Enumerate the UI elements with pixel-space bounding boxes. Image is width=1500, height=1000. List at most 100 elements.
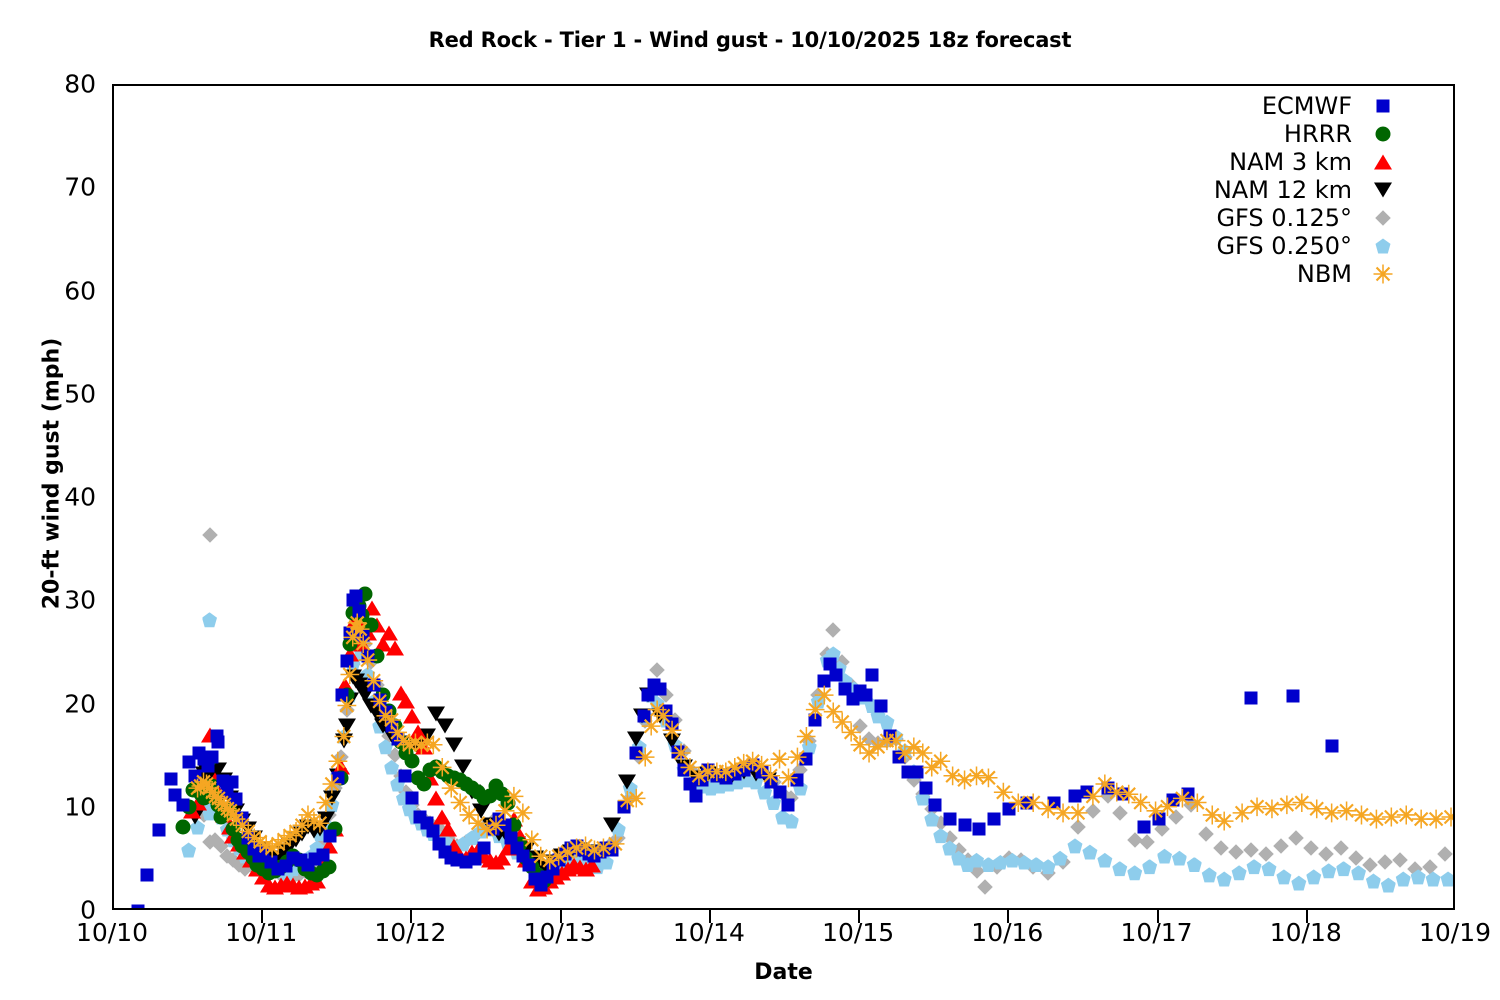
data-point: [405, 733, 425, 753]
data-point: [468, 813, 488, 833]
y-tick-label: 70: [64, 172, 96, 202]
legend-label: NBM: [1296, 260, 1352, 288]
data-point: [1119, 784, 1139, 804]
data-point: [1068, 803, 1088, 823]
data-point: [671, 743, 691, 763]
legend-item-nam-3-km[interactable]: NAM 3 km: [1150, 148, 1400, 176]
data-point: [1247, 797, 1267, 817]
data-point: [334, 726, 354, 746]
data-point: [504, 786, 524, 806]
data-point: [250, 832, 270, 852]
data-point: [904, 737, 924, 757]
x-tick-mark: [708, 910, 711, 923]
data-point: [417, 733, 437, 753]
data-point: [895, 743, 915, 763]
x-tick-mark: [1007, 910, 1010, 923]
x-tick-mark: [410, 910, 413, 923]
x-tick-mark: [1305, 910, 1308, 923]
data-point: [617, 790, 637, 810]
data-point: [316, 793, 336, 813]
data-point: [540, 850, 560, 870]
data-point: [1337, 801, 1357, 821]
data-point: [698, 762, 718, 782]
data-point: [411, 735, 431, 755]
data-point: [955, 770, 975, 790]
data-point: [274, 830, 294, 850]
data-point: [358, 650, 378, 670]
data-point: [1396, 805, 1416, 825]
legend-item-ecmwf[interactable]: ECMWF: [1150, 92, 1400, 120]
circle-icon: [1375, 126, 1391, 142]
legend-item-gfs-0-125[interactable]: GFS 0.125°: [1150, 204, 1400, 232]
data-point: [593, 838, 613, 858]
data-point: [1053, 803, 1073, 823]
data-point: [1441, 807, 1453, 827]
data-point: [310, 813, 330, 833]
data-point: [967, 766, 986, 786]
square-icon: [1376, 99, 1390, 113]
data-point: [211, 793, 231, 813]
data-point: [208, 788, 228, 808]
data-point: [194, 772, 214, 792]
y-tick-label: 30: [64, 585, 96, 615]
data-point: [1083, 786, 1103, 806]
data-point: [1107, 782, 1127, 802]
x-tick-mark: [559, 910, 562, 923]
legend-item-gfs-0-250[interactable]: GFS 0.250°: [1150, 232, 1400, 260]
data-point: [399, 735, 419, 755]
data-point: [244, 828, 264, 848]
data-point: [978, 768, 998, 788]
data-point: [567, 838, 587, 858]
x-tick-mark: [261, 910, 264, 923]
x-tick-label: 10/17: [1120, 918, 1193, 947]
asterisk-icon: [1373, 264, 1393, 284]
x-tick-label: 10/19: [1418, 918, 1492, 947]
data-point: [549, 846, 569, 866]
data-point: [796, 726, 816, 746]
data-point: [1158, 797, 1177, 817]
data-point: [423, 735, 443, 755]
data-point: [486, 815, 506, 835]
y-tick-label: 40: [64, 482, 96, 512]
data-point: [343, 627, 363, 647]
data-point: [823, 702, 843, 722]
data-point: [558, 842, 578, 862]
legend-label: GFS 0.125°: [1216, 204, 1352, 232]
data-point: [262, 838, 282, 858]
data-point: [1307, 799, 1327, 819]
y-tick-label: 50: [64, 379, 96, 409]
chart-title: Red Rock - Tier 1 - Wind gust - 10/10/20…: [428, 28, 1072, 52]
data-point: [787, 747, 807, 767]
data-point: [214, 795, 234, 815]
data-point: [1023, 793, 1043, 813]
data-point: [1214, 811, 1234, 831]
data-point: [197, 774, 217, 794]
legend-item-hrrr[interactable]: HRRR: [1150, 120, 1400, 148]
data-point: [626, 788, 646, 808]
data-point: [298, 805, 318, 825]
legend-item-nam-12-km[interactable]: NAM 12 km: [1150, 176, 1400, 204]
x-tick-label: 10/13: [523, 918, 596, 947]
legend-item-nbm[interactable]: NBM: [1150, 260, 1400, 288]
legend-label: NAM 3 km: [1229, 148, 1352, 176]
data-point: [286, 821, 306, 841]
data-point: [1131, 793, 1151, 813]
data-point: [531, 846, 551, 866]
data-point: [450, 793, 470, 813]
data-point: [337, 696, 357, 715]
data-point: [814, 685, 834, 705]
data-point: [393, 731, 413, 751]
data-point: [805, 700, 825, 720]
legend-label: NAM 12 km: [1213, 176, 1352, 204]
x-tick-mark: [858, 910, 861, 923]
data-point: [477, 819, 497, 839]
triangle-down-icon: [1374, 182, 1392, 198]
data-point: [584, 840, 604, 860]
pentagon-icon: [1375, 238, 1391, 254]
data-point: [304, 811, 324, 831]
data-point: [931, 751, 951, 771]
data-point: [993, 782, 1013, 802]
y-tick-label: 0: [80, 895, 96, 925]
legend-marker-triangle-up-icon: [1366, 148, 1400, 176]
